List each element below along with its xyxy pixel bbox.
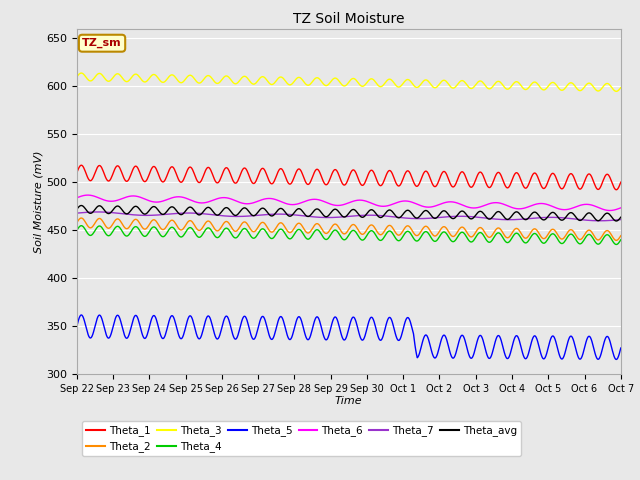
Theta_6: [83, 192, 90, 198]
Theta_avg: [84, 208, 92, 214]
Theta_avg: [431, 216, 439, 221]
Theta_5: [140, 334, 147, 340]
Theta_avg: [223, 205, 231, 211]
Theta_4: [416, 236, 424, 242]
Line: Theta_avg: Theta_avg: [77, 205, 621, 221]
Theta_5: [612, 357, 620, 362]
Theta_6: [195, 200, 202, 205]
Theta_2: [431, 233, 439, 239]
Theta_7: [416, 216, 424, 221]
Theta_3: [612, 88, 620, 94]
Theta_3: [195, 80, 202, 86]
Theta_6: [140, 195, 147, 201]
Theta_2: [77, 215, 85, 221]
Theta_1: [416, 180, 424, 186]
Line: Theta_1: Theta_1: [77, 165, 621, 190]
Theta_7: [431, 215, 439, 221]
Theta_5: [77, 312, 85, 318]
Theta_5: [223, 314, 231, 320]
Theta_4: [617, 237, 625, 243]
Theta_avg: [195, 212, 202, 218]
Theta_3: [617, 85, 625, 91]
Theta_7: [617, 217, 625, 223]
Theta_1: [223, 165, 231, 171]
Theta_7: [195, 211, 202, 216]
Line: Theta_5: Theta_5: [77, 315, 621, 360]
Theta_1: [431, 184, 439, 190]
Theta_avg: [77, 203, 85, 208]
Line: Theta_2: Theta_2: [77, 218, 621, 240]
Theta_1: [617, 180, 625, 185]
Theta_avg: [140, 211, 147, 216]
Theta_4: [73, 228, 81, 233]
Legend: Theta_1, Theta_2, Theta_3, Theta_4, Theta_5, Theta_6, Theta_7, Theta_avg: Theta_1, Theta_2, Theta_3, Theta_4, Thet…: [82, 421, 522, 456]
Theta_4: [431, 239, 439, 244]
Line: Theta_3: Theta_3: [77, 73, 621, 91]
Theta_2: [73, 220, 81, 226]
Theta_4: [77, 223, 85, 228]
Theta_6: [223, 195, 231, 201]
Theta_2: [612, 238, 620, 243]
Theta_1: [612, 187, 620, 192]
Theta_avg: [617, 215, 625, 220]
Theta_2: [195, 228, 202, 233]
Theta_2: [416, 231, 424, 237]
Theta_1: [195, 180, 202, 185]
Theta_4: [195, 234, 202, 240]
Line: Theta_6: Theta_6: [77, 195, 621, 211]
Theta_5: [73, 324, 81, 329]
Theta_6: [416, 202, 424, 208]
Theta_6: [73, 195, 81, 201]
Theta_6: [617, 205, 625, 211]
Theta_5: [195, 336, 202, 342]
Theta_1: [140, 178, 147, 183]
Theta_6: [431, 203, 439, 209]
Theta_4: [84, 230, 92, 236]
Theta_5: [84, 329, 92, 335]
Theta_7: [94, 209, 102, 215]
Theta_7: [223, 213, 231, 219]
Theta_3: [223, 73, 231, 79]
Theta_1: [73, 170, 81, 176]
Theta_1: [77, 162, 85, 168]
Theta_2: [140, 226, 147, 231]
Theta_2: [617, 233, 625, 239]
Theta_4: [140, 233, 147, 239]
Theta_5: [431, 355, 439, 361]
Theta_avg: [612, 218, 620, 224]
Theta_7: [73, 210, 81, 216]
Text: TZ_sm: TZ_sm: [82, 38, 122, 48]
Theta_avg: [416, 214, 424, 219]
Theta_7: [83, 209, 90, 215]
Line: Theta_4: Theta_4: [77, 226, 621, 244]
Theta_3: [431, 85, 439, 91]
Theta_5: [617, 345, 625, 351]
Theta_3: [73, 74, 81, 80]
Theta_2: [223, 219, 231, 225]
X-axis label: Time: Time: [335, 396, 363, 406]
Theta_2: [84, 223, 92, 228]
Theta_4: [223, 226, 231, 231]
Theta_3: [77, 70, 85, 76]
Theta_7: [596, 218, 604, 224]
Theta_4: [612, 241, 620, 247]
Theta_3: [140, 79, 147, 84]
Theta_1: [84, 174, 92, 180]
Theta_3: [84, 76, 92, 82]
Theta_avg: [73, 206, 81, 212]
Title: TZ Soil Moisture: TZ Soil Moisture: [293, 12, 404, 26]
Line: Theta_7: Theta_7: [77, 212, 621, 221]
Theta_7: [140, 213, 147, 218]
Theta_3: [416, 83, 424, 89]
Theta_6: [84, 192, 92, 198]
Theta_6: [605, 208, 613, 214]
Theta_5: [416, 350, 424, 356]
Y-axis label: Soil Moisture (mV): Soil Moisture (mV): [33, 150, 43, 253]
